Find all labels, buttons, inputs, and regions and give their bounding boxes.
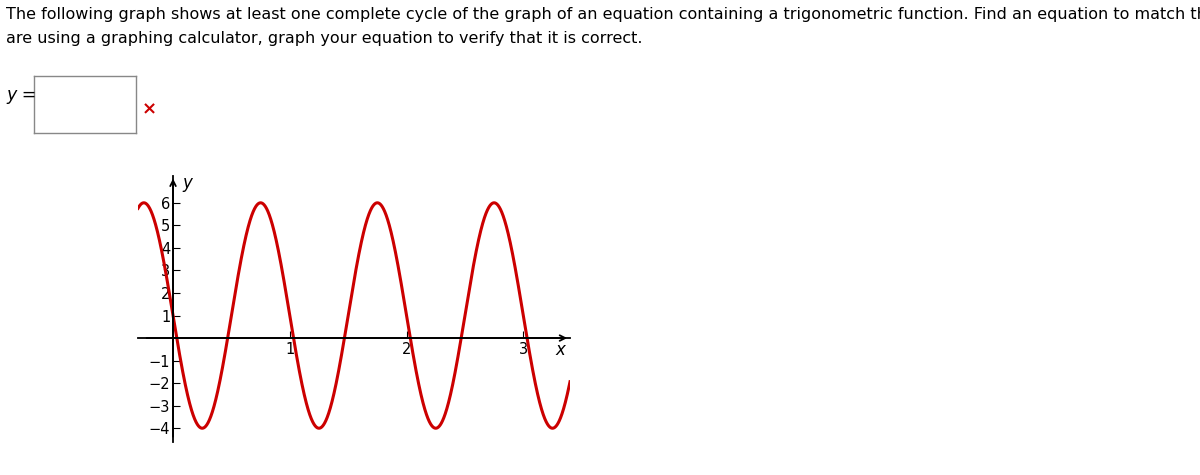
Text: y =: y = [6, 86, 36, 104]
Text: The following graph shows at least one complete cycle of the graph of an equatio: The following graph shows at least one c… [6, 7, 1200, 22]
Text: y: y [182, 173, 192, 191]
Text: are using a graphing calculator, graph your equation to verify that it is correc: are using a graphing calculator, graph y… [6, 31, 642, 46]
Text: ×: × [142, 100, 157, 118]
Text: x: x [556, 342, 565, 360]
